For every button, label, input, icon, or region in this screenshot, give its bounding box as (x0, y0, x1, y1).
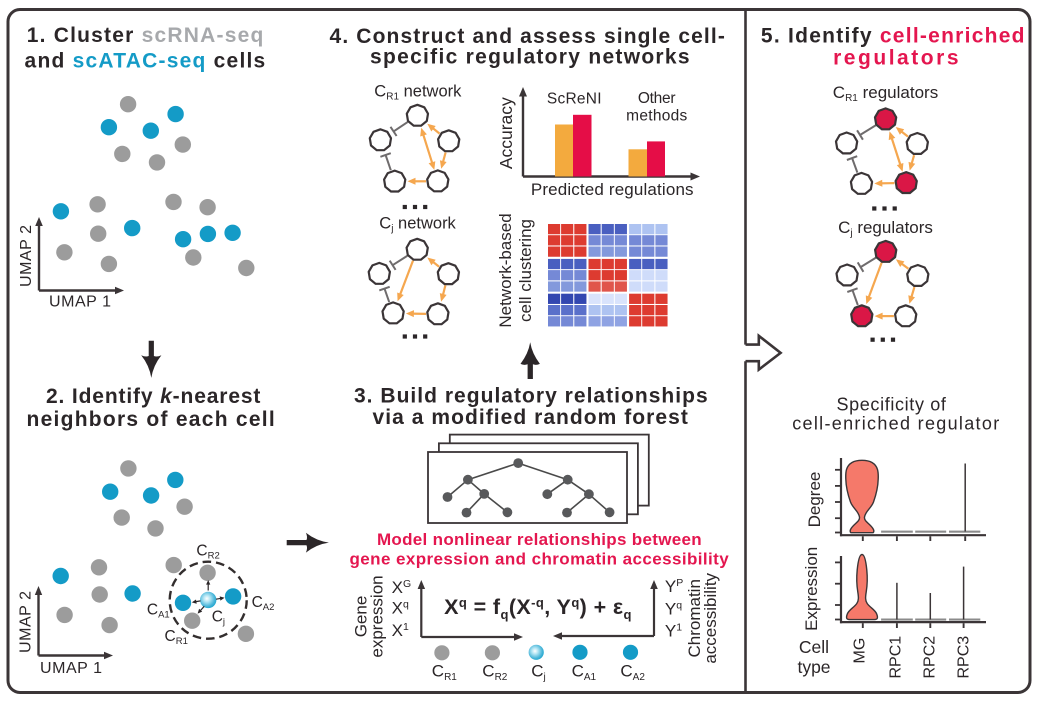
svg-text:Cj regulators: Cj regulators (838, 218, 933, 239)
svg-text:1. Cluster scRNA-seq: 1. Cluster scRNA-seq (27, 24, 264, 47)
svg-text:UMAP 1: UMAP 1 (40, 660, 102, 677)
svg-text:ScReNI: ScReNI (547, 90, 602, 107)
svg-text:Accuracy: Accuracy (496, 97, 516, 169)
svg-text:Cj network: Cj network (379, 215, 456, 235)
svg-text:Cell: Cell (799, 637, 829, 657)
svg-text:methods: methods (626, 107, 687, 124)
svg-text:Specificity of: Specificity of (836, 395, 946, 415)
svg-text:and scATAC-seq cells: and scATAC-seq cells (25, 49, 266, 72)
svg-text:5. Identify cell-enriched: 5. Identify cell-enriched (761, 24, 1025, 47)
svg-text:via a modified random forest: via a modified random forest (373, 406, 688, 429)
svg-text:2. Identify k-nearest: 2. Identify k-nearest (46, 385, 260, 408)
svg-text:expression: expression (368, 575, 387, 657)
svg-text:UMAP 2: UMAP 2 (18, 591, 35, 653)
svg-text:neighbors of each cell: neighbors of each cell (27, 408, 275, 431)
svg-text:Model nonlinear relationships: Model nonlinear relationships between (377, 530, 702, 549)
svg-text:Predicted regulations: Predicted regulations (531, 180, 694, 199)
svg-text:Expression: Expression (802, 547, 821, 631)
svg-text:gene expression and chromatin: gene expression and chromatin accessibil… (350, 549, 730, 568)
svg-text:accessibility: accessibility (701, 572, 720, 663)
svg-text:3. Build regulatory relationsh: 3. Build regulatory relationships (354, 384, 708, 407)
svg-text:RPC1: RPC1 (888, 636, 905, 679)
svg-text:Network-based: Network-based (496, 213, 515, 327)
svg-text:cell clustering: cell clustering (516, 219, 535, 322)
svg-text:UMAP 1: UMAP 1 (49, 294, 111, 311)
svg-text:UMAP 2: UMAP 2 (18, 225, 35, 287)
svg-text:RPC3: RPC3 (956, 636, 973, 679)
svg-text:Degree: Degree (805, 472, 824, 528)
svg-text:type: type (797, 657, 830, 677)
svg-text:MG: MG (852, 638, 869, 664)
svg-text:RPC2: RPC2 (922, 636, 939, 679)
svg-text:specific regulatory networks: specific regulatory networks (370, 45, 690, 68)
svg-text:Other: Other (638, 90, 676, 107)
